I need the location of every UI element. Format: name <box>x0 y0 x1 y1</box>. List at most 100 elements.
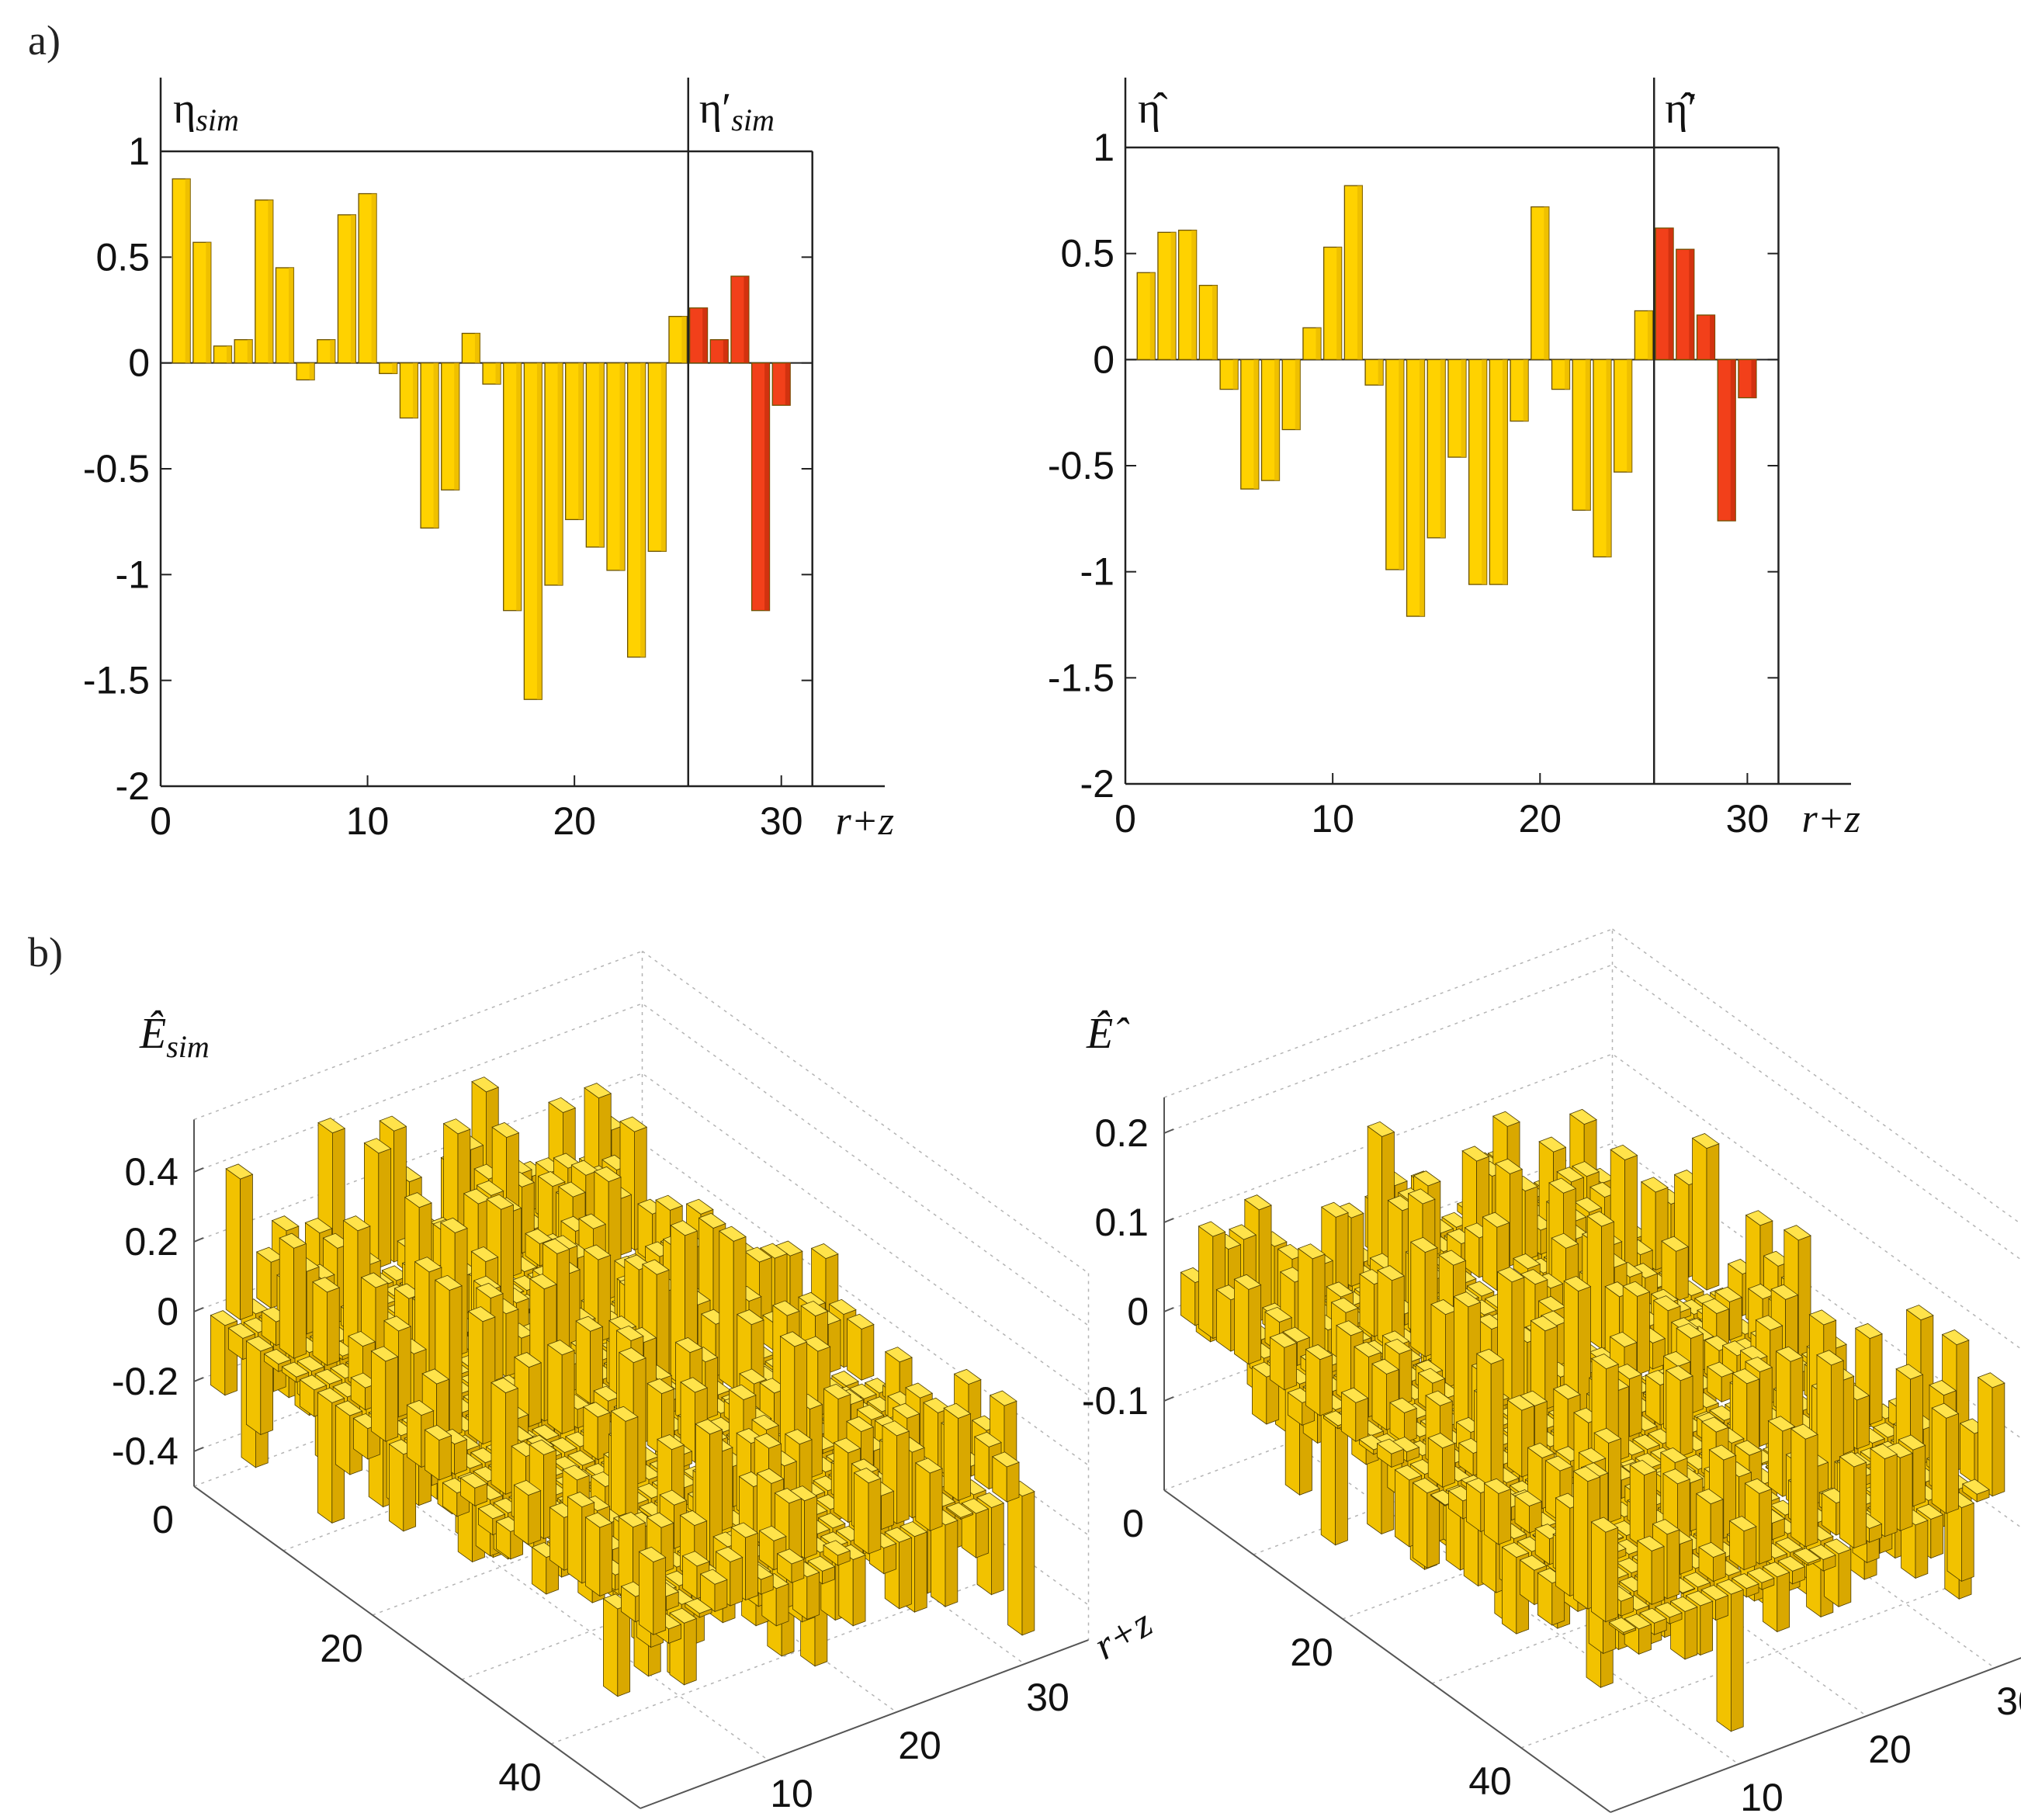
x-tick-label: 0 <box>150 799 172 843</box>
chart-eta-hat: 10.50-0.5-1-1.5-20 10 20 30 r+zη̂ η̂′ <box>1048 78 1860 841</box>
bar3d-top-face <box>513 1479 542 1496</box>
bar3d-front-face <box>1804 1433 1818 1548</box>
bar3d-top-face <box>1572 1161 1600 1177</box>
bar3d-front-face <box>1651 1545 1665 1605</box>
bar-shade <box>1482 359 1487 585</box>
bar3d-top-face <box>406 1399 435 1416</box>
bar3d-front-face <box>1312 1253 1326 1361</box>
z-tick-label: -0.2 <box>112 1360 179 1403</box>
bar-shade <box>247 339 253 363</box>
bar3d-left-face <box>245 1340 262 1436</box>
bar3d-top-face <box>758 1525 787 1541</box>
bar3d-top-face <box>646 1512 674 1528</box>
chart-title-main: Ê̂ <box>1086 1010 1129 1058</box>
bar3d-top-face <box>945 1502 974 1518</box>
bar3d-front-face <box>385 1356 399 1442</box>
x-tick-label: 30 <box>1726 797 1770 841</box>
bar3d-top-face <box>314 1368 343 1385</box>
bar3d-top-face <box>655 1194 684 1211</box>
bar3d-left-face <box>1007 1485 1023 1636</box>
bar3d-front-face <box>1856 1395 1870 1450</box>
bar3d-top-face <box>679 1510 708 1527</box>
y-tick-label: -1 <box>116 553 150 596</box>
bar3d-front-face <box>929 1468 943 1531</box>
bar3d-left-face <box>943 1407 959 1502</box>
x-axis-label: r+z <box>1801 797 1860 841</box>
bar3d-top-face <box>695 1419 723 1435</box>
bar3d-front-face <box>1498 1488 1512 1545</box>
bar3d-top-face <box>578 1213 607 1229</box>
z-tick-label: 0 <box>157 1290 179 1333</box>
bar3d-left-face <box>1573 1470 1589 1610</box>
bar3d-top-face <box>736 1309 764 1326</box>
bar-shade <box>185 179 191 363</box>
bar3d-top-face <box>442 1118 471 1135</box>
n-tick-label: 0 <box>152 1498 174 1541</box>
bar-shade <box>1232 359 1239 390</box>
bar3d-top-face <box>754 1433 782 1449</box>
z-tick-label: 0.2 <box>1094 1111 1149 1155</box>
bar3d-left-face <box>1371 1363 1387 1431</box>
bar3d-left-face <box>370 1350 387 1443</box>
bar3d-front-face <box>1790 1356 1804 1436</box>
bar3d-front-face <box>1884 1454 1898 1537</box>
bar3d-top-face <box>546 1340 575 1356</box>
bar-shade <box>1730 359 1736 522</box>
bar-shade <box>227 345 232 363</box>
bar-shade <box>1336 247 1342 360</box>
bar3d-top-face <box>567 1450 596 1466</box>
bar3d-top-face <box>567 1492 595 1508</box>
bar-shade <box>330 339 335 363</box>
bar-shade <box>1191 230 1197 360</box>
bar3d-front-face <box>1680 1375 1693 1458</box>
bar-shade <box>495 362 501 384</box>
x-tick-label: 0 <box>1114 797 1136 841</box>
bar3d-left-face <box>1666 1369 1681 1458</box>
bar-shade <box>660 362 667 552</box>
bar-shade <box>1502 359 1508 585</box>
bar3d-top-face <box>414 1257 442 1273</box>
bar3d-top-face <box>548 1097 577 1113</box>
bar3d-left-face <box>719 1230 734 1390</box>
bar3d-top-face <box>1492 1111 1520 1127</box>
bar3d-top-face <box>669 1607 698 1624</box>
bar3d-front-face <box>528 1490 542 1545</box>
bar-shade <box>309 362 315 380</box>
bar-shade <box>1316 328 1321 360</box>
x-tick-label: 20 <box>553 799 596 843</box>
bar3d-top-face <box>312 1277 341 1293</box>
grid-line <box>461 1510 910 1680</box>
bar3d-front-face <box>1666 1529 1680 1600</box>
bar3d-top-face <box>900 1521 928 1537</box>
bar3d-front-face <box>1628 1374 1642 1437</box>
wall-line <box>1163 928 1613 1098</box>
bar3d-front-face <box>684 1617 697 1686</box>
bar3d-top-face <box>476 1180 504 1196</box>
bar3d-top-face <box>335 1400 363 1416</box>
bar3d-top-face <box>575 1316 604 1332</box>
series-label-right-main: η′ <box>699 85 732 133</box>
bar-shade <box>1149 272 1156 360</box>
z-tick-mark <box>193 1237 204 1243</box>
bar3d-left-face <box>549 1506 565 1572</box>
bar3d-top-face <box>833 1437 861 1454</box>
bar3d-top-face <box>810 1243 839 1260</box>
bar3d-front-face <box>1335 1212 1349 1293</box>
bar3d-front-face <box>1442 1443 1455 1488</box>
bar3d-top-face <box>471 1076 500 1093</box>
bar3d-front-face <box>804 1496 817 1559</box>
bar-shade <box>392 362 397 374</box>
bar3d-top-face <box>370 1346 399 1362</box>
bar-shade <box>454 362 459 491</box>
bar-shade <box>1523 359 1529 421</box>
bar3d-left-face <box>1482 1216 1498 1291</box>
bar3d-top-face <box>892 1402 920 1419</box>
bar3d-top-face <box>684 1598 712 1614</box>
x-tick-label: 10 <box>346 799 390 843</box>
bar3d-left-face <box>854 1472 869 1555</box>
wall-line <box>1612 928 2021 1225</box>
bar3d-left-face <box>1216 1288 1232 1352</box>
grid-line <box>321 1437 769 1761</box>
bar3d-top-face <box>593 1166 622 1183</box>
